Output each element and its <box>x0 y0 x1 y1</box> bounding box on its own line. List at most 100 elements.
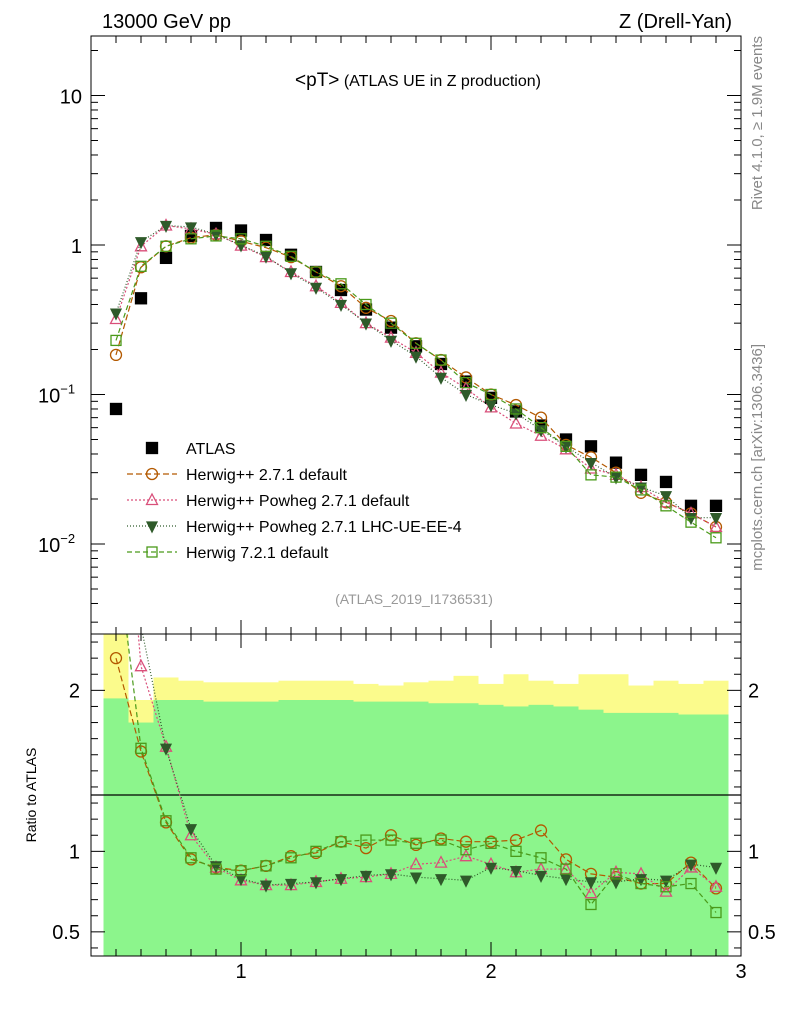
legend-item-atlas: ATLAS <box>145 441 236 458</box>
ratio-point-herwig7 <box>410 837 422 849</box>
point-powheg_ue <box>259 251 273 264</box>
point-powheg_ue <box>459 389 473 402</box>
ratio-point-powheg_ue <box>559 874 573 887</box>
legend: ATLAS Herwig++ 2.7.1 default Herwig++ Powh… <box>127 441 462 562</box>
point-herwig7 <box>510 403 522 415</box>
point-powheg_ue <box>134 237 148 250</box>
analysis-label: (ATLAS_2019_I1736531) <box>335 591 493 607</box>
point-powheg_ue <box>284 268 298 281</box>
ratio-point-herwig7 <box>635 877 647 890</box>
main-y-tick-exp: −2 <box>60 531 75 546</box>
main-y-tick-label: 10 <box>60 86 82 108</box>
ratio-y-tick-label-right: 1 <box>748 841 759 863</box>
ratio-point-powheg_ue <box>309 877 323 890</box>
point-powheg_ue <box>634 482 648 495</box>
point-herwig7 <box>135 260 147 272</box>
ratio-point-herwigpp <box>509 833 523 847</box>
ratio-point-powheg_ue <box>359 870 373 883</box>
series-powheg_ue <box>109 220 723 526</box>
point-herwig7 <box>685 516 697 528</box>
ratio-band-inner <box>703 714 729 956</box>
ratio-point-powheg <box>434 855 448 868</box>
ratio-point-herwig7 <box>385 834 397 846</box>
ratio-point-powheg_ue <box>184 824 198 837</box>
ratio-band-inner <box>453 703 479 956</box>
ratio-point-herwigpp <box>534 824 548 837</box>
ratio-point-herwig7 <box>485 837 497 849</box>
ratio-band-inner <box>103 698 129 956</box>
point-herwig7 <box>485 388 497 401</box>
point-atlas <box>134 292 148 305</box>
ratio-y-label: Ratio to ATLAS <box>23 748 39 843</box>
ratio-point-herwig7 <box>435 834 447 846</box>
legend-item-powheg: Herwig++ Powheg 2.7.1 default <box>127 492 410 510</box>
point-powheg_ue <box>109 308 123 321</box>
ratio-point-powheg <box>684 860 698 873</box>
ratio-point-powheg_ue <box>459 875 473 888</box>
ratio-band-inner <box>303 700 329 956</box>
ratio-point-herwig7 <box>285 852 297 864</box>
point-powheg_ue <box>184 222 198 235</box>
ratio-point-powheg_ue <box>159 743 173 756</box>
point-powheg_ue <box>484 400 498 413</box>
point-herwig7 <box>585 469 597 481</box>
point-atlas <box>159 251 173 265</box>
main-y-tick-exp: −1 <box>60 381 75 396</box>
plot-title-sub: (ATLAS UE in Z production) <box>339 73 541 90</box>
ratio-y-tick-label: 0.5 <box>52 922 80 944</box>
ratio-point-powheg_ue <box>334 874 348 887</box>
ratio-band-inner <box>403 701 429 956</box>
legend-marker-powheg_ue <box>145 521 159 534</box>
point-atlas <box>109 402 123 416</box>
ratio-point-herwig7 <box>310 845 322 857</box>
ratio-band-inner <box>128 722 154 956</box>
point-powheg_ue <box>359 318 373 331</box>
legend-label-herwig7: Herwig 7.2.1 default <box>186 545 329 562</box>
ratio-point-powheg_ue <box>584 877 598 890</box>
header-right: Z (Drell-Yan) <box>619 11 732 33</box>
ratio-y-tick-label: 2 <box>69 680 80 702</box>
ratio-point-herwig7 <box>560 863 572 875</box>
point-powheg_ue <box>334 299 348 312</box>
ratio-point-herwig7 <box>160 815 172 827</box>
ratio-point-herwig7 <box>185 852 197 864</box>
ratio-point-powheg <box>409 856 423 870</box>
ratio-point-herwig7 <box>660 881 672 893</box>
ratio-point-powheg_ue <box>634 874 648 887</box>
main-y-tick-base: 10 <box>38 385 60 407</box>
ratio-point-powheg_ue <box>684 859 698 872</box>
point-powheg <box>134 238 148 252</box>
ratio-plot-series <box>109 634 723 919</box>
ratio-point-herwigpp <box>359 841 373 855</box>
point-herwig7 <box>385 317 397 329</box>
point-powheg_ue <box>209 229 223 242</box>
series-line-herwig7 <box>115 235 717 539</box>
ratio-point-powheg_ue <box>509 866 523 879</box>
ratio-x-tick-label: 2 <box>485 961 496 983</box>
ratio-point-powheg <box>709 879 723 892</box>
main-y-tick-label: 1 <box>71 236 82 258</box>
ratio-point-powheg <box>134 658 148 672</box>
main-y-tick-base: 10 <box>38 535 60 557</box>
point-atlas <box>634 468 648 482</box>
ratio-band-inner <box>478 704 504 956</box>
point-herwig7 <box>360 298 372 311</box>
point-herwig7 <box>460 377 472 389</box>
ratio-point-herwig7 <box>685 877 697 890</box>
ratio-line-herwigpp <box>115 657 717 889</box>
point-powheg_ue <box>534 425 548 438</box>
ratio-point-powheg_ue <box>609 877 623 890</box>
ratio-band-inner <box>278 700 304 956</box>
ratio-point-herwig7 <box>210 863 222 875</box>
series-powheg <box>109 218 723 533</box>
ratio-point-herwigpp <box>459 835 473 848</box>
point-herwigpp <box>109 348 123 362</box>
ratio-point-powheg_ue <box>384 869 398 882</box>
ratio-x-tick-label: 1 <box>235 961 246 983</box>
ratio-point-powheg_ue <box>709 862 723 875</box>
ratio-band-inner <box>553 706 579 956</box>
point-powheg_ue <box>709 513 723 526</box>
main-y-tick-label: 10−2 <box>38 531 75 557</box>
ratio-point-powheg_ue <box>259 880 273 893</box>
